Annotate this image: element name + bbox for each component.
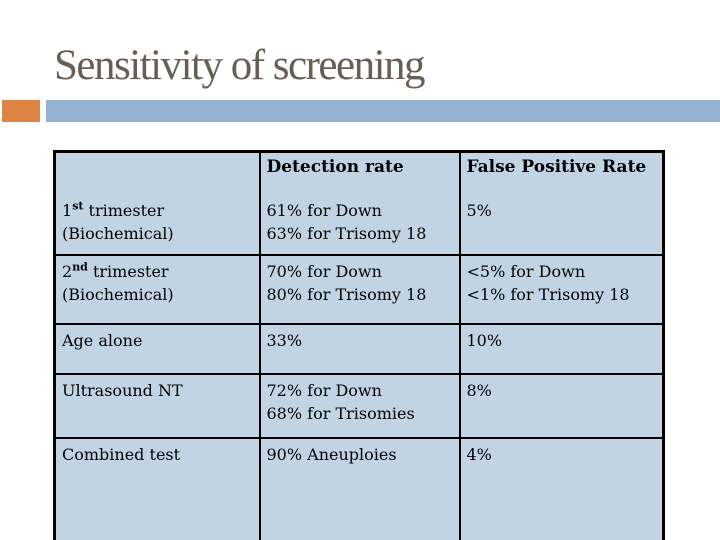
table-header-row: Detection rate False Positive Rate bbox=[53, 150, 665, 195]
ordinal-superscript: st bbox=[72, 199, 84, 213]
detection-rate-cell: 33% bbox=[258, 323, 461, 375]
false-positive-cell: 5% bbox=[458, 195, 665, 256]
row-label-cell: Age alone bbox=[53, 323, 261, 375]
false-positive-cell: 4% bbox=[458, 437, 665, 540]
false-positive-cell: <5% for Down <1% for Trisomy 18 bbox=[458, 254, 665, 325]
false-positive-cell: 10% bbox=[458, 323, 665, 375]
row-label-line2: (Biochemical) bbox=[62, 285, 174, 304]
slide-title: Sensitivity of screening bbox=[54, 42, 426, 89]
row-label-line1: Combined test bbox=[62, 445, 181, 464]
table-row-combined-test: Combined test 90% Aneuploies 4% bbox=[53, 437, 665, 540]
header-cell-detection-rate: Detection rate bbox=[258, 150, 461, 195]
row-label-line1: Age alone bbox=[62, 331, 143, 350]
table-row-ultrasound-nt: Ultrasound NT 72% for Down 68% for Triso… bbox=[53, 373, 665, 439]
row-label-cell: Ultrasound NT bbox=[53, 373, 261, 439]
row-label-cell: 1st trimester (Biochemical) bbox=[53, 195, 261, 256]
detection-rate-cell: 61% for Down 63% for Trisomy 18 bbox=[258, 195, 461, 256]
screening-table: Detection rate False Positive Rate 1st t… bbox=[53, 150, 665, 540]
ordinal-superscript: nd bbox=[72, 260, 88, 274]
table-row-1st-trimester: 1st trimester (Biochemical) 61% for Down… bbox=[53, 195, 665, 256]
table-row-age-alone: Age alone 33% 10% bbox=[53, 323, 665, 375]
detection-rate-cell: 70% for Down 80% for Trisomy 18 bbox=[258, 254, 461, 325]
accent-square bbox=[2, 100, 40, 122]
detection-rate-cell: 72% for Down 68% for Trisomies bbox=[258, 373, 461, 439]
row-label-line1: 1st trimester bbox=[62, 199, 165, 220]
row-label-line2: (Biochemical) bbox=[62, 224, 174, 243]
table-row-2nd-trimester: 2nd trimester (Biochemical) 70% for Down… bbox=[53, 254, 665, 325]
row-label-cell: 2nd trimester (Biochemical) bbox=[53, 254, 261, 325]
row-label-line1: Ultrasound NT bbox=[62, 381, 183, 400]
header-cell-false-positive-rate: False Positive Rate bbox=[458, 150, 665, 195]
row-label-cell: Combined test bbox=[53, 437, 261, 540]
detection-rate-cell: 90% Aneuploies bbox=[258, 437, 461, 540]
false-positive-cell: 8% bbox=[458, 373, 665, 439]
accent-bar bbox=[46, 100, 720, 122]
row-label-line1: 2nd trimester bbox=[62, 260, 169, 281]
header-cell-empty bbox=[53, 150, 261, 195]
